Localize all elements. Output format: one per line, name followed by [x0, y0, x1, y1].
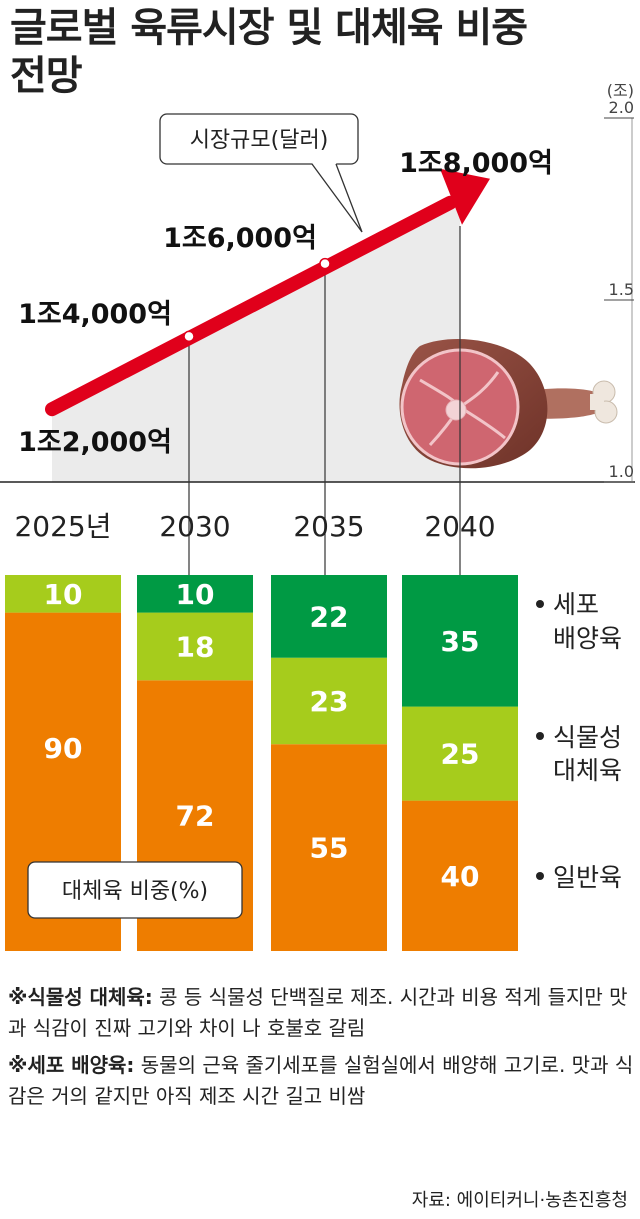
bar-segment — [402, 575, 518, 707]
y-tick-label: 2.0 — [609, 98, 634, 117]
bar-segment — [402, 706, 518, 801]
trend-arrow-body — [45, 195, 457, 417]
bar-value-label: 55 — [310, 832, 349, 865]
bar-value-label: 35 — [441, 625, 480, 658]
note-text: 콩 등 식물성 단백질로 제조. 시간과 비용 적게 들지만 맛과 식감이 진짜… — [8, 985, 628, 1040]
x-axis-labels: 2025년 2030 2035 2040 — [14, 510, 495, 543]
legend-label: 배양육 — [553, 624, 622, 653]
bar-segment — [402, 800, 518, 951]
bar-value-label: 23 — [310, 685, 349, 718]
bar-value-label: 40 — [441, 860, 480, 893]
data-label: 1조6,000억 — [163, 223, 317, 254]
bar-value-label: 10 — [176, 578, 215, 611]
market-size-label: 시장규모(달러) — [190, 128, 329, 153]
market-size-callout: 시장규모(달러) — [159, 113, 363, 233]
bar-segment — [137, 575, 253, 613]
bar-value-label: 18 — [176, 630, 215, 663]
bar-segment — [5, 575, 121, 613]
note-term: ※세포 배양육: — [8, 1053, 135, 1077]
bar-value-label: 25 — [441, 738, 480, 771]
legend-label: 식물성 — [553, 723, 622, 752]
title-line-1: 글로벌 육류시장 및 대체육 비중 — [10, 5, 528, 51]
data-label: 1조2,000억 — [18, 427, 172, 458]
y-tick-label: 1.0 — [609, 462, 634, 481]
data-point — [183, 330, 195, 343]
share-label-box: 대체육 비중(%) — [27, 861, 243, 919]
legend-label: 대체육 — [553, 756, 622, 785]
chart-canvas: 2.01.51.0 (조) 시장규모(달러) 1조2,000억1조4,000억1… — [0, 81, 635, 951]
x-tick-label: 2030 — [159, 510, 230, 543]
legend-bullet — [536, 872, 544, 880]
data-point — [319, 257, 331, 270]
trend-arrow-head — [440, 168, 490, 225]
y-tick-label: 1.5 — [609, 280, 634, 299]
source-credit: 자료: 에이티커니·농촌진흥청 — [411, 1190, 628, 1211]
bar-segment — [271, 744, 387, 951]
area-fill — [52, 203, 460, 482]
data-label: 1조8,000억 — [399, 148, 553, 179]
y-unit-label: (조) — [607, 81, 634, 100]
x-tick-label: 2025년 — [14, 510, 111, 543]
bar-value-label: 22 — [310, 600, 349, 633]
year-guides — [188, 226, 461, 575]
note-cultured: ※세포 배양육: 동물의 근육 줄기세포를 실험실에서 배양해 고기로. 맛과 … — [8, 1050, 634, 1112]
legend-bullet — [536, 732, 544, 740]
y-axis: 2.0 1.5 1.0 — [604, 98, 634, 483]
page-title: 글로벌 육류시장 및 대체육 비중 전망 — [10, 4, 635, 100]
note-plant-based: ※식물성 대체육: 콩 등 식물성 단백질로 제조. 시간과 비용 적게 들지만… — [8, 982, 634, 1044]
legend-label: 일반육 — [553, 863, 622, 892]
note-text: 동물의 근육 줄기세포를 실험실에서 배양해 고기로. 맛과 식감은 거의 같지… — [8, 1053, 634, 1108]
data-label: 1조4,000억 — [18, 299, 172, 330]
title-line-2: 전망 — [10, 53, 83, 99]
bar-value-label: 10 — [44, 578, 83, 611]
bar-value-label: 90 — [44, 732, 83, 765]
x-tick-label: 2035 — [293, 510, 364, 543]
market-size-line: 1조2,000억 1조4,000억 1조6,000억 1조8,000억 — [18, 148, 553, 458]
bar-segment — [271, 657, 387, 745]
x-tick-label: 2040 — [424, 510, 495, 543]
bar-segment — [271, 575, 387, 658]
bar-value-label: 72 — [176, 800, 215, 833]
note-term: ※식물성 대체육: — [8, 985, 153, 1009]
share-label: 대체육 비중(%) — [62, 879, 208, 904]
bar-segment — [137, 612, 253, 681]
legend-label: 세포 — [553, 590, 599, 619]
notes: ※식물성 대체육: 콩 등 식물성 단백질로 제조. 시간과 비용 적게 들지만… — [8, 982, 634, 1118]
legend-bullet — [536, 600, 544, 608]
meat-icon — [399, 339, 618, 469]
